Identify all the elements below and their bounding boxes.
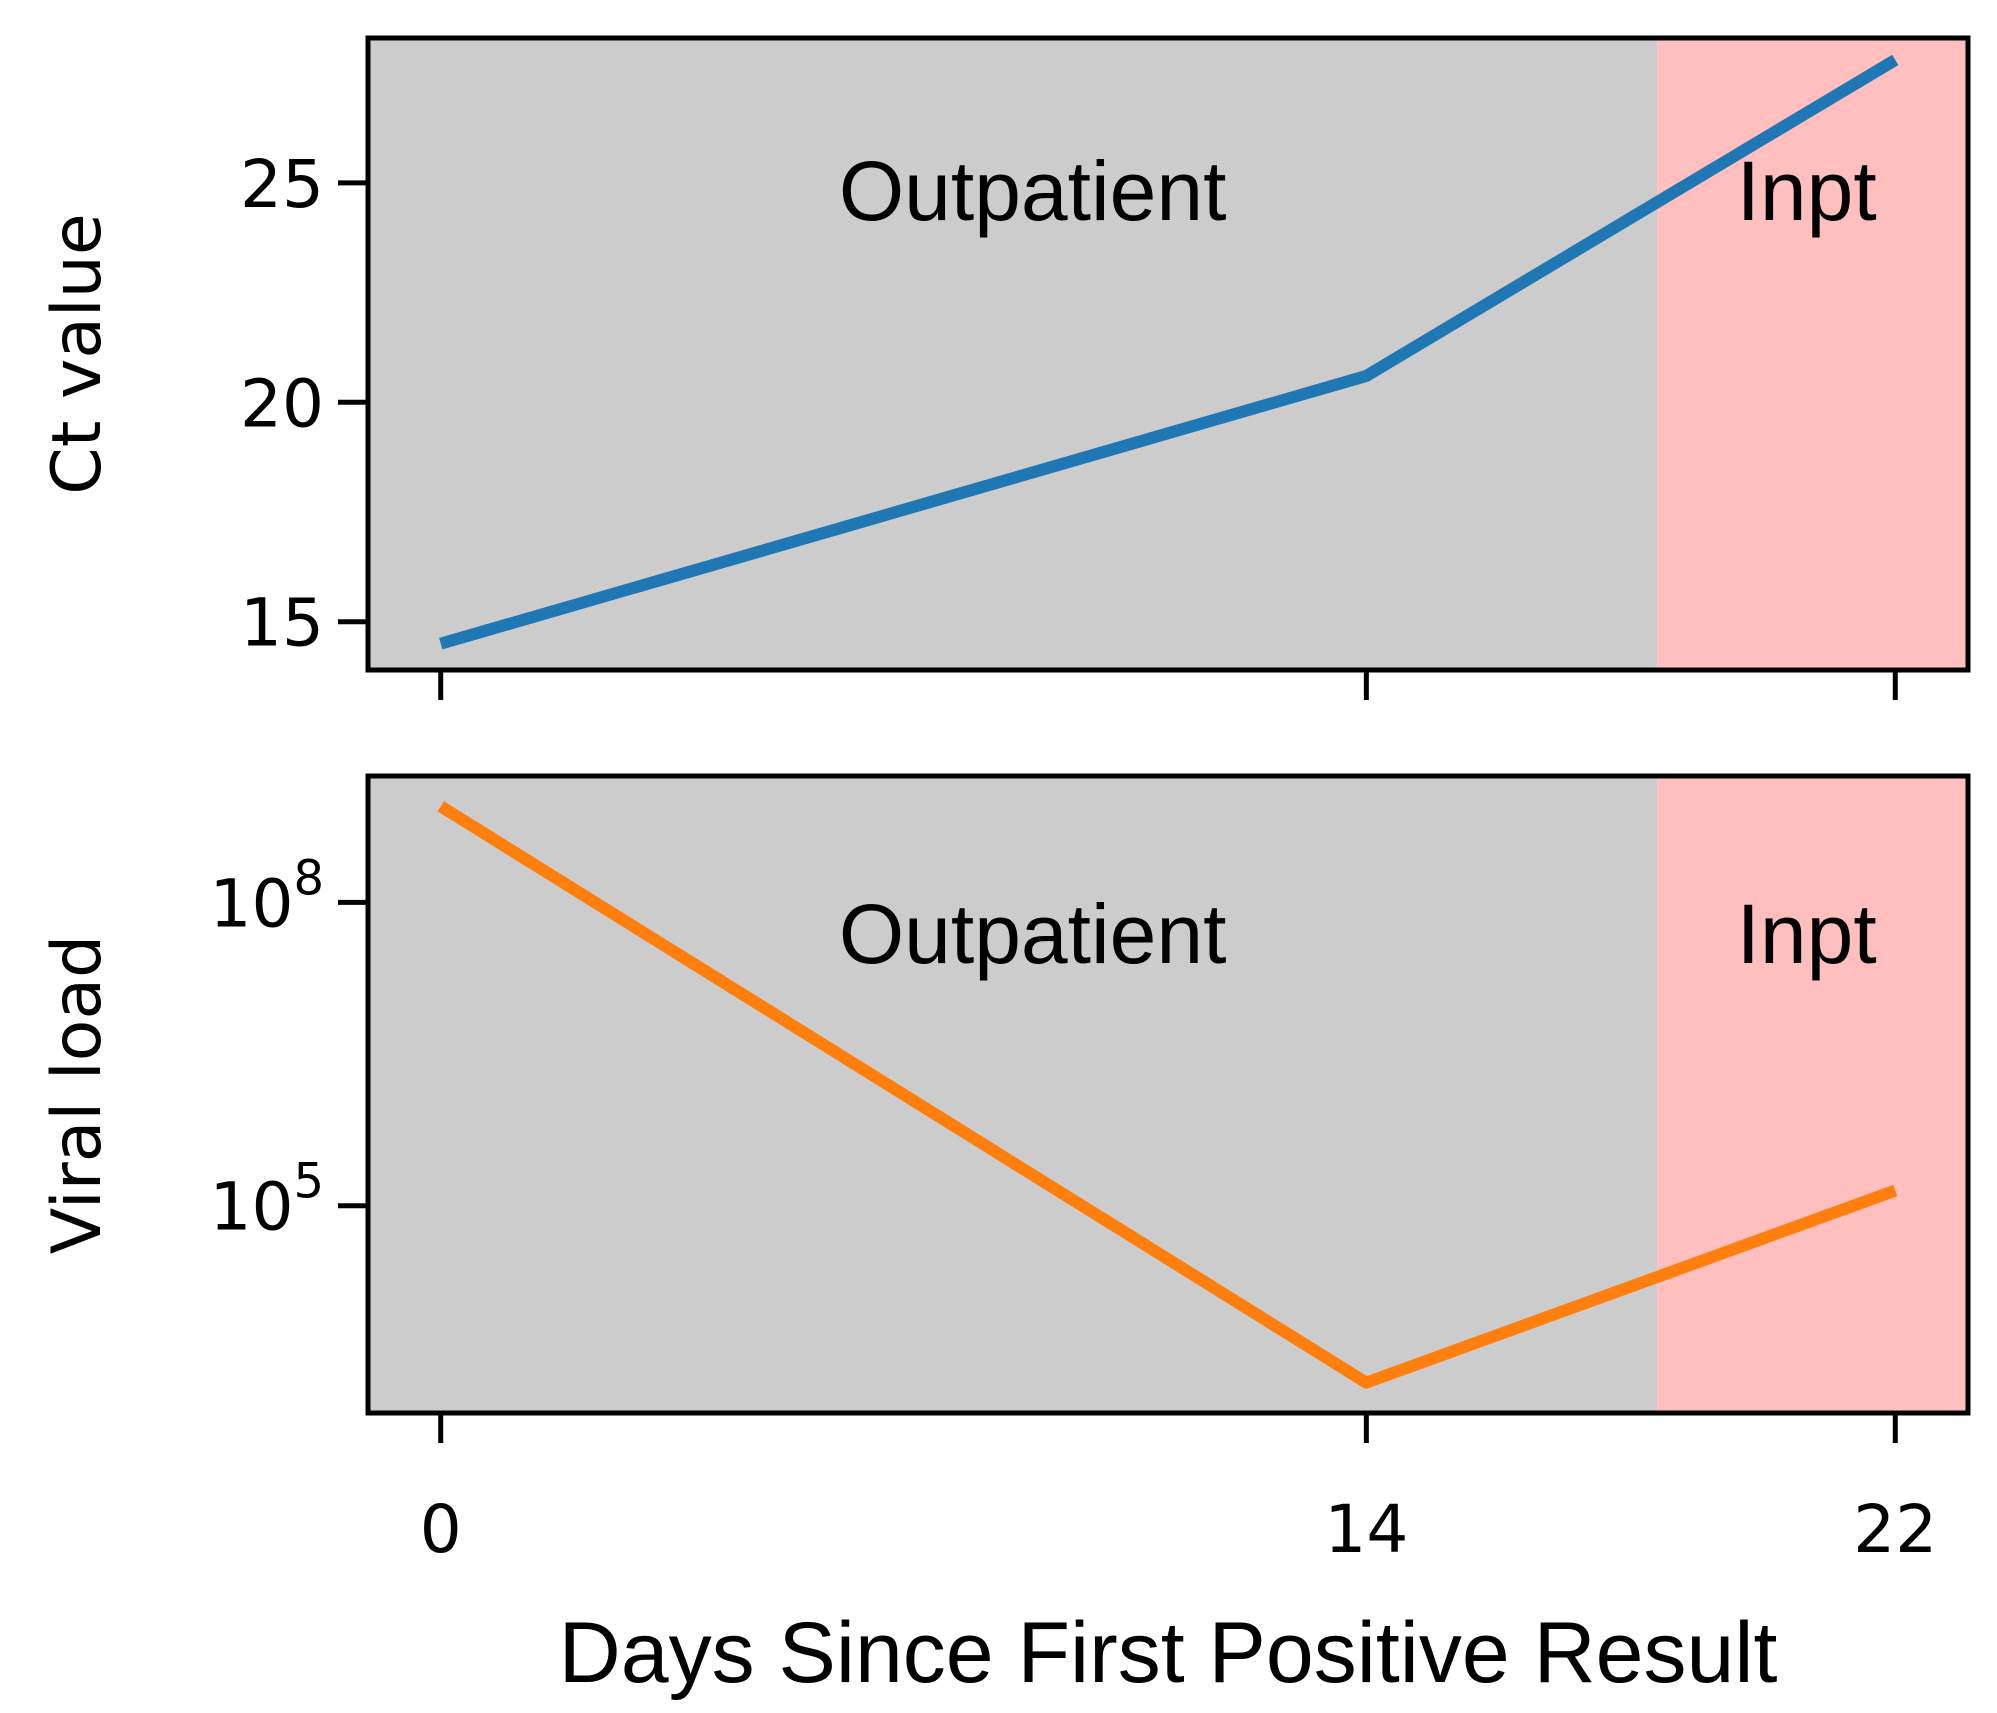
ct-y-axis-label: Ct value: [38, 213, 117, 495]
ct-value-panel: Outpatient Inpt 15 20 25 Ct value: [38, 35, 1971, 700]
viral-series-line: [437, 801, 1898, 1389]
x-axis: 0 14 22 Days Since First Positive Result: [420, 1491, 1938, 1701]
ct-axes-frame: [365, 35, 1971, 673]
viral-region-label: Inpt: [1737, 887, 1877, 981]
ct-region-outpatient: [368, 38, 1658, 670]
x-tick-label: 14: [1324, 1491, 1408, 1568]
ct-region-label: Inpt: [1737, 144, 1877, 238]
y-tick-base: 10: [209, 1169, 293, 1246]
viral-region-outpatient: [368, 776, 1658, 1413]
x-tick-label: 22: [1853, 1491, 1937, 1568]
ct-y-tick-label: 20: [240, 365, 324, 442]
viral-axes-frame: [365, 773, 1971, 1416]
ct-y-tick-label: 25: [240, 146, 324, 223]
viral-region-inpt: [1657, 776, 1968, 1413]
y-tick-base: 10: [209, 865, 293, 942]
ct-series-line: [439, 54, 1899, 650]
viral-y-tick-label: 108: [209, 850, 324, 942]
x-tick-label: 0: [420, 1491, 462, 1568]
ct-y-tick-label: 15: [240, 585, 324, 662]
viral-y-axis-label: Viral load: [38, 935, 117, 1254]
ct-region-label: Outpatient: [839, 144, 1227, 238]
viral-y-tick-label: 105: [209, 1154, 324, 1246]
x-axis-label: Days Since First Positive Result: [559, 1605, 1778, 1701]
ct-region-inpt: [1657, 38, 1968, 670]
viral-region-label: Outpatient: [839, 887, 1227, 981]
y-tick-exponent: 8: [293, 850, 324, 906]
y-tick-exponent: 5: [293, 1154, 324, 1210]
